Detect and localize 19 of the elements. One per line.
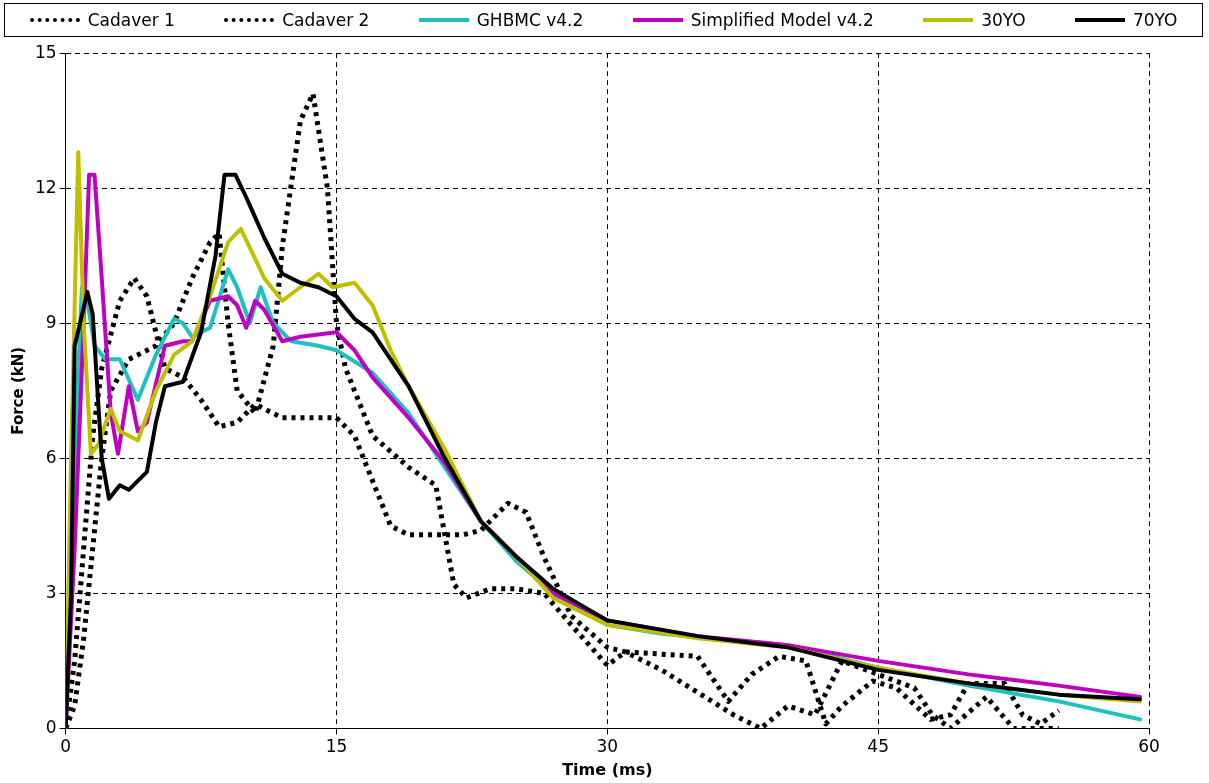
y-tick-label: 12 bbox=[34, 176, 57, 197]
x-tick-label: 45 bbox=[867, 736, 889, 757]
y-tick-label: 0 bbox=[45, 716, 57, 737]
y-tick-label: 15 bbox=[34, 41, 57, 62]
legend-label: Cadaver 2 bbox=[282, 10, 370, 30]
y-axis-title: Force (kN) bbox=[8, 346, 27, 435]
legend-label: Simplified Model v4.2 bbox=[690, 10, 874, 30]
legend-label: Cadaver 1 bbox=[87, 10, 175, 30]
legend-label: GHBMC v4.2 bbox=[476, 10, 584, 30]
legend-label: 70YO bbox=[1132, 10, 1178, 30]
y-tick-label: 3 bbox=[45, 581, 57, 602]
legend-label: 30YO bbox=[981, 10, 1026, 30]
x-axis-title: Time (ms) bbox=[562, 759, 653, 779]
x-tick-label: 15 bbox=[325, 736, 348, 757]
x-tick-label: 60 bbox=[1138, 736, 1160, 757]
x-tick-label: 0 bbox=[60, 736, 72, 757]
y-tick-label: 6 bbox=[45, 446, 57, 467]
y-tick-label: 9 bbox=[45, 311, 57, 332]
x-tick-label: 30 bbox=[596, 736, 619, 757]
